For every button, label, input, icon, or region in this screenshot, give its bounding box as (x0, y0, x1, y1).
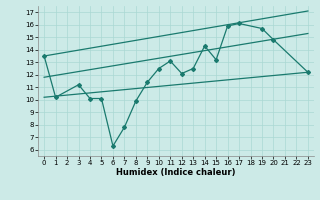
X-axis label: Humidex (Indice chaleur): Humidex (Indice chaleur) (116, 168, 236, 177)
